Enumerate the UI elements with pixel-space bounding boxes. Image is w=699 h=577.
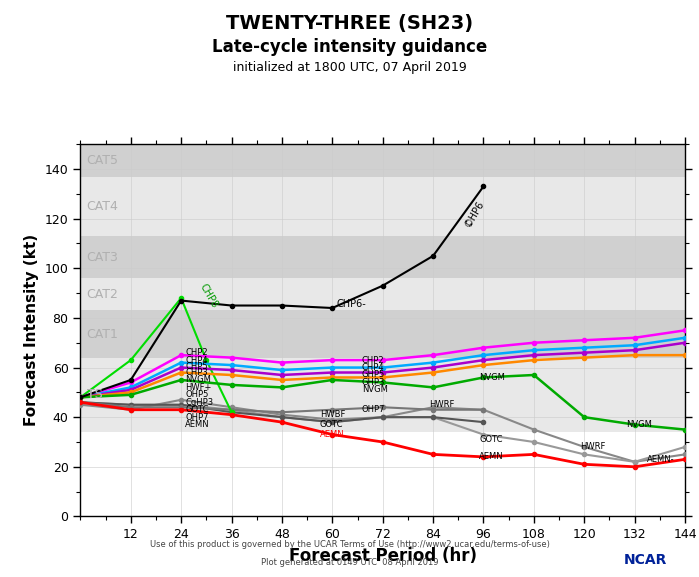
Text: CHP4: CHP4 [185, 355, 208, 365]
Text: CAT2: CAT2 [87, 288, 119, 301]
Bar [80, 236, 685, 278]
Text: AEMN: AEMN [480, 452, 504, 462]
Text: TS: TS [87, 388, 103, 402]
Text: HWRF: HWRF [429, 400, 454, 409]
Text: CHP5: CHP5 [185, 362, 208, 371]
Bar [80, 177, 685, 236]
Text: Plot generated at 0149 UTC  08 April 2019: Plot generated at 0149 UTC 08 April 2019 [261, 557, 438, 567]
Text: CAT3: CAT3 [87, 250, 119, 264]
Text: ©HP6: ©HP6 [463, 198, 486, 229]
Text: GHP3: GHP3 [361, 378, 385, 387]
Y-axis label: Forecast Intensity (kt): Forecast Intensity (kt) [24, 234, 39, 426]
Text: CAT1: CAT1 [87, 328, 119, 340]
Text: TS: TS [87, 388, 103, 402]
Bar [80, 278, 685, 310]
Text: Use of this product is governed by the UCAR Terms of Use (http://www2.ucar.edu/t: Use of this product is governed by the U… [150, 540, 549, 549]
Text: NCAR: NCAR [624, 553, 668, 567]
Text: CHP6-: CHP6- [336, 299, 366, 309]
Text: AEMN: AEMN [319, 430, 345, 439]
Text: NVGM: NVGM [626, 420, 652, 429]
Text: TWENTY-THREE (SH23): TWENTY-THREE (SH23) [226, 14, 473, 33]
Text: OHP5: OHP5 [185, 391, 209, 399]
Text: NVGM: NVGM [185, 376, 211, 384]
Text: initialized at 1800 UTC, 07 April 2019: initialized at 1800 UTC, 07 April 2019 [233, 61, 466, 74]
Text: GOTC: GOTC [480, 435, 503, 444]
Text: GOTC: GOTC [319, 420, 343, 429]
Text: GHP5: GHP5 [361, 370, 385, 380]
Text: Late-cycle intensity guidance: Late-cycle intensity guidance [212, 38, 487, 55]
Text: AEMN: AEMN [185, 420, 210, 429]
Text: OHP7: OHP7 [185, 413, 209, 422]
Text: GOTC: GOTC [185, 405, 209, 414]
Text: OHP7: OHP7 [361, 405, 385, 414]
Bar [80, 144, 685, 177]
Text: NVGM: NVGM [361, 385, 387, 394]
Text: HWF+: HWF+ [185, 383, 212, 392]
Text: NVGM: NVGM [480, 373, 505, 382]
Text: CHP3: CHP3 [185, 368, 208, 377]
Text: CAT4: CAT4 [87, 200, 119, 213]
Text: CAT5: CAT5 [87, 154, 119, 167]
Text: HWRF: HWRF [580, 443, 605, 451]
Text: CHP4: CHP4 [361, 363, 384, 372]
Text: AEMN-: AEMN- [647, 455, 675, 464]
Text: CHP2: CHP2 [185, 348, 208, 357]
Bar [80, 310, 685, 358]
X-axis label: Forecast Period (hr): Forecast Period (hr) [289, 547, 477, 565]
Text: CgHP3: CgHP3 [185, 398, 213, 407]
Text: CHP2: CHP2 [361, 355, 384, 365]
Bar [80, 358, 685, 432]
Text: HWBF: HWBF [319, 410, 345, 419]
Text: CHP8: CHP8 [198, 282, 219, 309]
